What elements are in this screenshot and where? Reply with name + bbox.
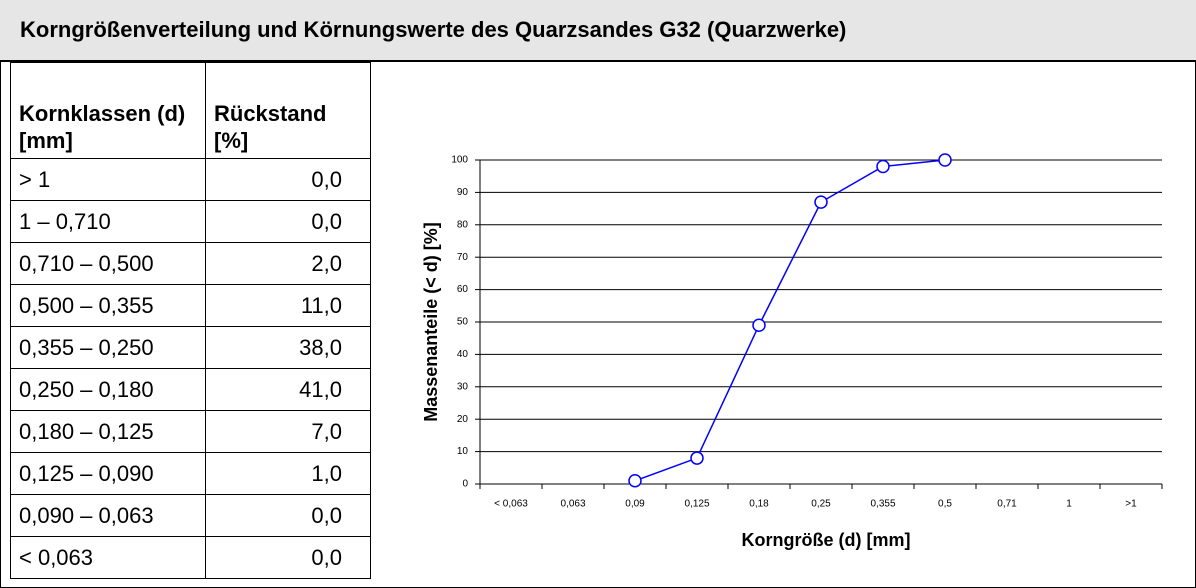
data-point (690, 451, 704, 465)
x-tick-label: 0,063 (560, 499, 585, 510)
x-tick-label: < 0,063 (494, 499, 528, 510)
header-row: Kornklassen (d) [mm] Rückstand [%] (10, 62, 371, 159)
data-point (628, 474, 642, 488)
y-tick-label: 80 (457, 219, 469, 230)
title: Korngrößenverteilung und Körnungswerte d… (0, 0, 1196, 62)
x-tick-label: 0,09 (625, 499, 645, 510)
y-tick-label: 20 (457, 414, 469, 425)
y-tick-label: 10 (457, 446, 469, 457)
table-cell: 38,0 (205, 326, 371, 369)
x-tick-label: 1 (1066, 499, 1072, 510)
x-tick-label: 0,125 (684, 499, 709, 510)
data-point (752, 318, 766, 332)
y-tick-label: 100 (451, 155, 468, 166)
y-tick-label: 0 (462, 479, 468, 490)
table-cell: 0,125 – 0,090 (10, 452, 206, 495)
table-cell: 0,0 (205, 200, 371, 243)
table-cell: 41,0 (205, 368, 371, 411)
table-cell: 1,0 (205, 452, 371, 495)
table-row: 0,355 – 0,250 38,0 (10, 326, 371, 369)
y-tick-label: 30 (457, 381, 469, 392)
table-row: < 0,063 0,0 (10, 536, 371, 579)
table-cell: 0,355 – 0,250 (10, 326, 206, 369)
data-point (814, 195, 828, 209)
x-tick-label: >1 (1125, 499, 1137, 510)
table-row: 1 – 0,710 0,0 (10, 200, 371, 243)
header-cell: Rückstand [%] (205, 62, 371, 159)
grain-table: Kornklassen (d) [mm] Rückstand [%] > 1 0,… (10, 62, 371, 579)
y-tick-label: 40 (457, 349, 469, 360)
table-cell: 0,500 – 0,355 (10, 284, 206, 327)
table-cell: 7,0 (205, 410, 371, 453)
table-cell: < 0,063 (10, 536, 206, 579)
y-tick-label: 70 (457, 252, 469, 263)
x-axis-title: Korngröße (d) [mm] (742, 530, 911, 550)
table-row: 0,250 – 0,180 41,0 (10, 368, 371, 411)
table-row: 0,125 – 0,090 1,0 (10, 452, 371, 495)
data-point (876, 159, 890, 174)
table-cell: > 1 (10, 158, 206, 201)
y-axis-title: Massenanteile (< d) [%] (421, 222, 441, 422)
table-row: 0,090 – 0,063 0,0 (10, 494, 371, 537)
data-line (634, 159, 946, 482)
header-cell: Kornklassen (d) [mm] (10, 62, 206, 159)
y-tick-label: 90 (457, 187, 469, 198)
data-point (938, 153, 952, 167)
x-tick-label: 0,25 (811, 499, 831, 510)
x-tick-label: 0,18 (749, 499, 769, 510)
table-cell: 0,090 – 0,063 (10, 494, 206, 537)
chart: 0 10 20 30 40 50 60 70 80 90 100 < 0,063 0,063 0,09 0,… (421, 153, 1163, 550)
table-row: 0,710 – 0,500 2,0 (10, 242, 371, 285)
x-tick-label: 0,71 (997, 499, 1017, 510)
table-cell: 11,0 (205, 284, 371, 327)
table-row: 0,500 – 0,355 11,0 (10, 284, 371, 327)
y-tick-label: 50 (457, 317, 469, 328)
table-cell: 1 – 0,710 (10, 200, 206, 243)
table-cell: 0,0 (205, 494, 371, 537)
x-tick-label: 0,5 (938, 499, 952, 510)
table-row: 0,180 – 0,125 7,0 (10, 410, 371, 453)
table-row: > 1 0,0 (10, 158, 371, 201)
table-cell: 0,710 – 0,500 (10, 242, 206, 285)
y-tick-label: 60 (457, 284, 469, 295)
x-tick-label: 0,355 (870, 499, 895, 510)
table-cell: 0,0 (205, 536, 371, 579)
table-cell: 0,0 (205, 158, 371, 201)
table-cell: 2,0 (205, 242, 371, 285)
table-cell: 0,250 – 0,180 (10, 368, 206, 411)
table-cell: 0,180 – 0,125 (10, 410, 206, 453)
